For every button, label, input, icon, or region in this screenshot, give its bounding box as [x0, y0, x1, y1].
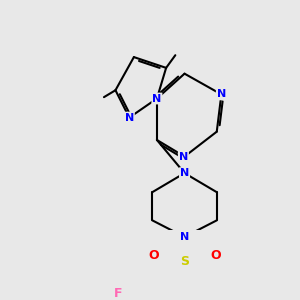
Text: F: F [113, 287, 122, 300]
Text: N: N [125, 112, 134, 123]
Text: N: N [217, 89, 226, 99]
Text: O: O [148, 250, 159, 262]
Text: N: N [180, 168, 189, 178]
Text: N: N [179, 152, 188, 161]
Text: O: O [210, 250, 221, 262]
Text: S: S [180, 255, 189, 268]
Text: N: N [152, 94, 161, 103]
Text: N: N [180, 232, 189, 242]
